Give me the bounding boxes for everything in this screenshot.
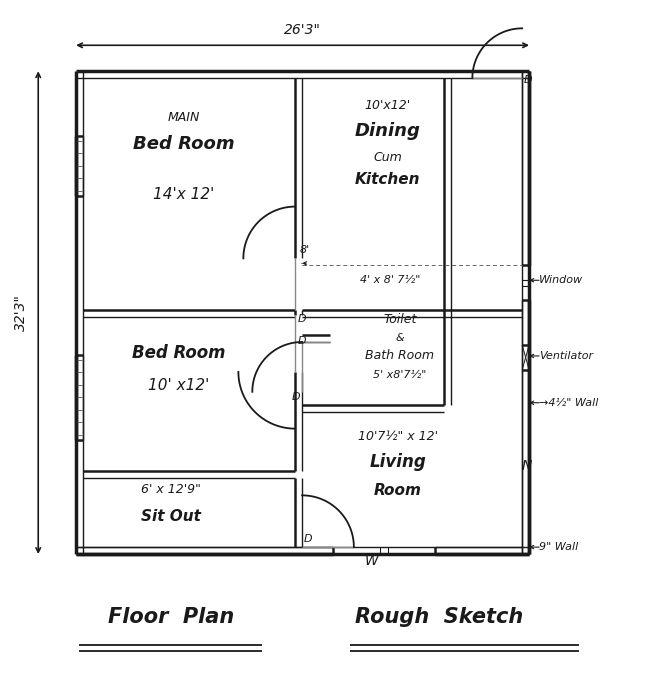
Text: N: N bbox=[522, 460, 532, 473]
Text: Ventilator: Ventilator bbox=[539, 351, 593, 361]
Text: Room: Room bbox=[374, 484, 422, 498]
Text: D: D bbox=[524, 75, 533, 85]
Text: Bed Room: Bed Room bbox=[132, 344, 226, 362]
Text: D: D bbox=[304, 534, 313, 544]
Text: 5' x8'7½": 5' x8'7½" bbox=[373, 370, 426, 380]
Text: D: D bbox=[298, 336, 307, 346]
Text: 10'7½" x 12': 10'7½" x 12' bbox=[358, 429, 437, 442]
Text: Cum: Cum bbox=[373, 151, 402, 164]
Text: 32'3": 32'3" bbox=[14, 294, 28, 331]
Text: Dining: Dining bbox=[355, 122, 421, 140]
Text: Bath Room: Bath Room bbox=[365, 349, 434, 362]
Text: Sit Out: Sit Out bbox=[140, 509, 201, 524]
Text: Rough  Sketch: Rough Sketch bbox=[356, 607, 524, 627]
Text: D: D bbox=[298, 314, 307, 324]
Text: Toilet: Toilet bbox=[383, 313, 417, 326]
Text: 8': 8' bbox=[300, 246, 310, 255]
Text: 4' x 8' 7½": 4' x 8' 7½" bbox=[359, 275, 420, 286]
Text: Living: Living bbox=[369, 453, 426, 471]
Text: Floor  Plan: Floor Plan bbox=[107, 607, 234, 627]
Text: &: & bbox=[395, 333, 404, 343]
Text: Kitchen: Kitchen bbox=[355, 172, 421, 186]
Text: 9" Wall: 9" Wall bbox=[539, 542, 578, 552]
Text: D: D bbox=[291, 391, 300, 402]
Text: 10' x12': 10' x12' bbox=[148, 378, 209, 393]
Text: 14'x 12': 14'x 12' bbox=[153, 186, 215, 202]
Text: 10'x12': 10'x12' bbox=[365, 99, 411, 112]
Text: MAIN: MAIN bbox=[168, 111, 200, 124]
Text: →4½" Wall: →4½" Wall bbox=[539, 398, 599, 408]
Text: 26'3": 26'3" bbox=[284, 23, 321, 37]
Text: 6' x 12'9": 6' x 12'9" bbox=[140, 484, 201, 496]
Text: Bed Room: Bed Room bbox=[133, 135, 235, 153]
Text: Window: Window bbox=[539, 275, 583, 286]
Text: W: W bbox=[365, 554, 379, 568]
